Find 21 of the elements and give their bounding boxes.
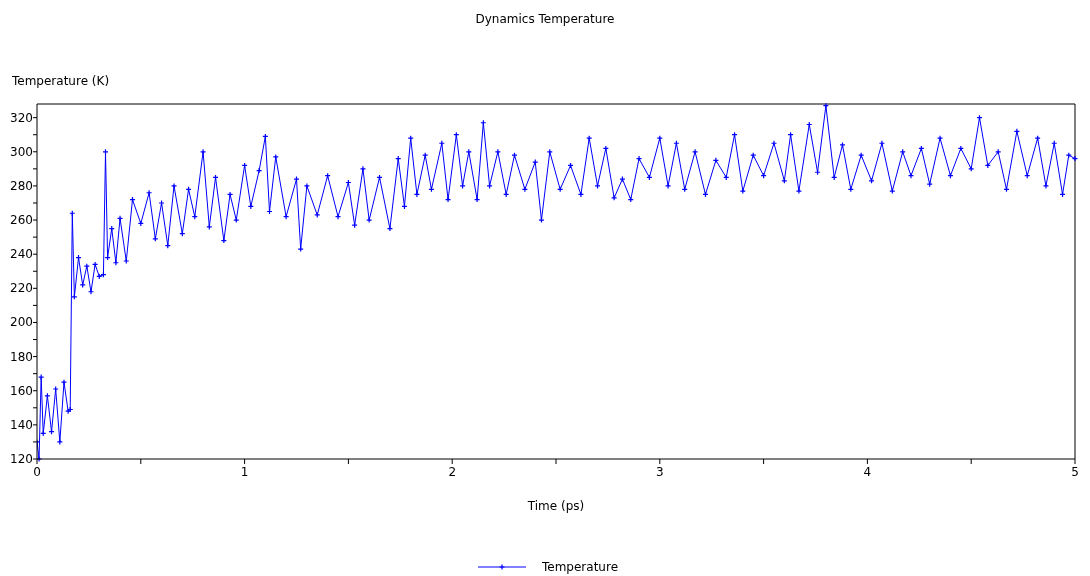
- x-tick-label: 3: [655, 465, 664, 479]
- y-tick-label: 120: [10, 452, 33, 466]
- y-tick-label: 140: [10, 417, 33, 432]
- y-tick-label: 220: [10, 281, 33, 296]
- legend-label: Temperature: [541, 560, 619, 574]
- y-tick-label: 240: [10, 247, 33, 262]
- x-tick-label: 2: [448, 465, 457, 479]
- y-axis-title: Temperature (K): [11, 74, 110, 88]
- y-tick-label: 160: [10, 383, 33, 398]
- y-tick-label: 180: [10, 349, 33, 364]
- y-tick-label: 300: [10, 144, 33, 159]
- x-axis-title: Time (ps): [526, 499, 585, 513]
- x-tick-label: 0: [33, 465, 41, 479]
- x-tick-label: 5: [1071, 465, 1079, 479]
- x-tick-label: 1: [240, 465, 249, 479]
- y-tick-label: 260: [10, 213, 33, 228]
- y-tick-label: 200: [10, 315, 33, 330]
- x-tick-label: 4: [863, 465, 872, 479]
- y-tick-label: 280: [10, 178, 33, 193]
- chart-title: Dynamics Temperature: [475, 12, 615, 26]
- y-tick-label: 320: [10, 110, 33, 125]
